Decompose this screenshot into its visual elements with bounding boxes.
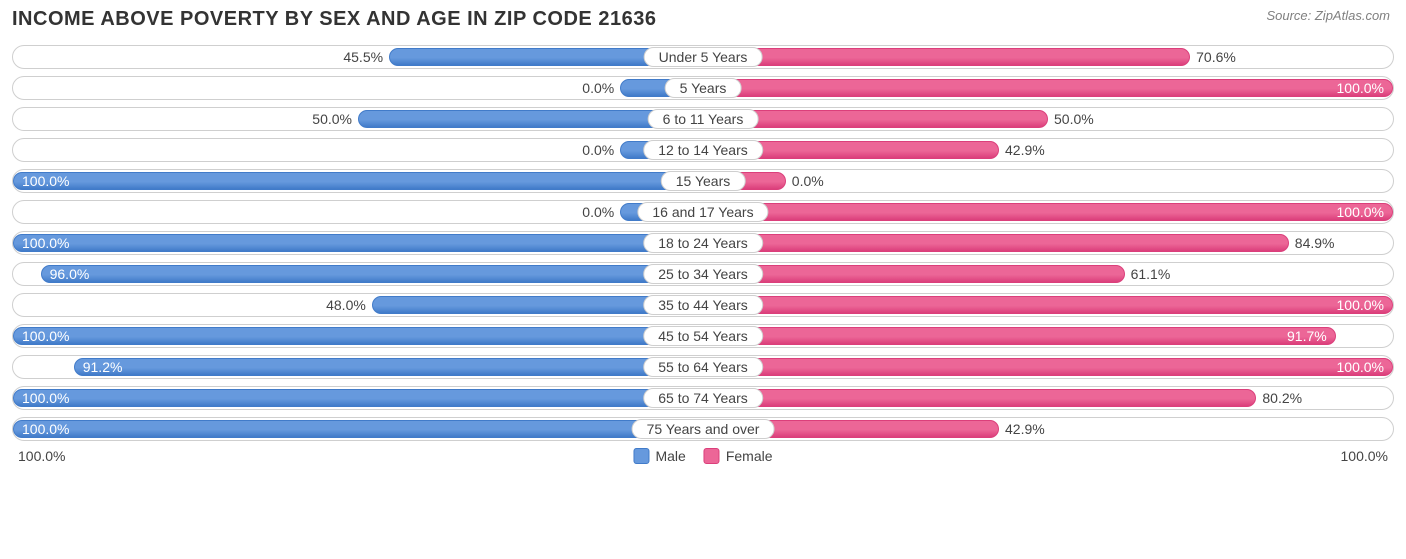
legend-item: Female bbox=[704, 448, 773, 464]
axis-label-left: 100.0% bbox=[18, 448, 65, 464]
female-value: 84.9% bbox=[1295, 232, 1335, 254]
male-value: 100.0% bbox=[22, 390, 69, 406]
male-value: 100.0% bbox=[22, 173, 69, 189]
bar-row: 100.0% 84.9% 18 to 24 Years bbox=[12, 231, 1394, 255]
axis-row: 100.0% Male Female 100.0% bbox=[12, 448, 1394, 468]
header: INCOME ABOVE POVERTY BY SEX AND AGE IN Z… bbox=[12, 8, 1394, 31]
axis-label-right: 100.0% bbox=[1341, 448, 1388, 464]
legend-item: Male bbox=[633, 448, 685, 464]
male-value: 0.0% bbox=[582, 201, 614, 223]
male-bar: 96.0% bbox=[41, 265, 703, 283]
category-label: 65 to 74 Years bbox=[643, 388, 763, 408]
category-label: 55 to 64 Years bbox=[643, 357, 763, 377]
female-value: 100.0% bbox=[1337, 297, 1384, 313]
male-value: 96.0% bbox=[50, 266, 90, 282]
female-value: 91.7% bbox=[1287, 328, 1327, 344]
female-value: 100.0% bbox=[1337, 80, 1384, 96]
male-bar: 100.0% bbox=[13, 420, 703, 438]
bar-row: 100.0% 42.9% 75 Years and over bbox=[12, 417, 1394, 441]
female-value: 42.9% bbox=[1005, 418, 1045, 440]
male-value: 50.0% bbox=[312, 108, 352, 130]
chart-area: 45.5% 70.6% Under 5 Years 0.0% 100.0% 5 Years… bbox=[12, 45, 1394, 441]
legend-swatch bbox=[633, 448, 649, 464]
male-bar: 100.0% bbox=[13, 172, 703, 190]
female-value: 42.9% bbox=[1005, 139, 1045, 161]
legend-swatch bbox=[704, 448, 720, 464]
male-bar: 91.2% bbox=[74, 358, 703, 376]
female-bar bbox=[703, 389, 1256, 407]
category-label: 18 to 24 Years bbox=[643, 233, 763, 253]
bar-row: 100.0% 0.0% 15 Years bbox=[12, 169, 1394, 193]
bar-row: 91.2% 100.0% 55 to 64 Years bbox=[12, 355, 1394, 379]
legend: Male Female bbox=[633, 448, 772, 464]
bar-row: 100.0% 80.2% 65 to 74 Years bbox=[12, 386, 1394, 410]
bar-row: 50.0% 50.0% 6 to 11 Years bbox=[12, 107, 1394, 131]
female-value: 61.1% bbox=[1131, 263, 1171, 285]
female-bar: 100.0% bbox=[703, 79, 1393, 97]
male-bar: 100.0% bbox=[13, 327, 703, 345]
source-attribution: Source: ZipAtlas.com bbox=[1266, 8, 1394, 23]
female-bar bbox=[703, 234, 1289, 252]
female-bar: 91.7% bbox=[703, 327, 1336, 345]
female-bar bbox=[703, 48, 1190, 66]
bar-row: 96.0% 61.1% 25 to 34 Years bbox=[12, 262, 1394, 286]
male-value: 45.5% bbox=[343, 46, 383, 68]
male-value: 48.0% bbox=[326, 294, 366, 316]
female-bar: 100.0% bbox=[703, 203, 1393, 221]
legend-label: Female bbox=[726, 448, 773, 464]
bar-row: 0.0% 100.0% 16 and 17 Years bbox=[12, 200, 1394, 224]
chart-title: INCOME ABOVE POVERTY BY SEX AND AGE IN Z… bbox=[12, 8, 656, 31]
category-label: 15 Years bbox=[661, 171, 746, 191]
male-value: 100.0% bbox=[22, 328, 69, 344]
legend-label: Male bbox=[655, 448, 685, 464]
bar-row: 0.0% 100.0% 5 Years bbox=[12, 76, 1394, 100]
female-value: 70.6% bbox=[1196, 46, 1236, 68]
category-label: 45 to 54 Years bbox=[643, 326, 763, 346]
category-label: 25 to 34 Years bbox=[643, 264, 763, 284]
male-bar: 100.0% bbox=[13, 389, 703, 407]
category-label: 5 Years bbox=[665, 78, 742, 98]
female-value: 100.0% bbox=[1337, 359, 1384, 375]
bar-row: 45.5% 70.6% Under 5 Years bbox=[12, 45, 1394, 69]
female-value: 0.0% bbox=[792, 170, 824, 192]
female-bar bbox=[703, 265, 1125, 283]
category-label: Under 5 Years bbox=[644, 47, 763, 67]
category-label: 12 to 14 Years bbox=[643, 140, 763, 160]
category-label: 16 and 17 Years bbox=[637, 202, 768, 222]
male-value: 100.0% bbox=[22, 235, 69, 251]
bar-row: 100.0% 91.7% 45 to 54 Years bbox=[12, 324, 1394, 348]
chart-container: INCOME ABOVE POVERTY BY SEX AND AGE IN Z… bbox=[0, 0, 1406, 476]
male-value: 100.0% bbox=[22, 421, 69, 437]
bar-row: 0.0% 42.9% 12 to 14 Years bbox=[12, 138, 1394, 162]
female-value: 80.2% bbox=[1262, 387, 1302, 409]
male-value: 0.0% bbox=[582, 139, 614, 161]
female-bar: 100.0% bbox=[703, 296, 1393, 314]
female-value: 100.0% bbox=[1337, 204, 1384, 220]
male-bar: 100.0% bbox=[13, 234, 703, 252]
female-value: 50.0% bbox=[1054, 108, 1094, 130]
category-label: 35 to 44 Years bbox=[643, 295, 763, 315]
bar-row: 48.0% 100.0% 35 to 44 Years bbox=[12, 293, 1394, 317]
category-label: 6 to 11 Years bbox=[648, 109, 759, 129]
male-value: 91.2% bbox=[83, 359, 123, 375]
category-label: 75 Years and over bbox=[632, 419, 775, 439]
female-bar: 100.0% bbox=[703, 358, 1393, 376]
male-value: 0.0% bbox=[582, 77, 614, 99]
